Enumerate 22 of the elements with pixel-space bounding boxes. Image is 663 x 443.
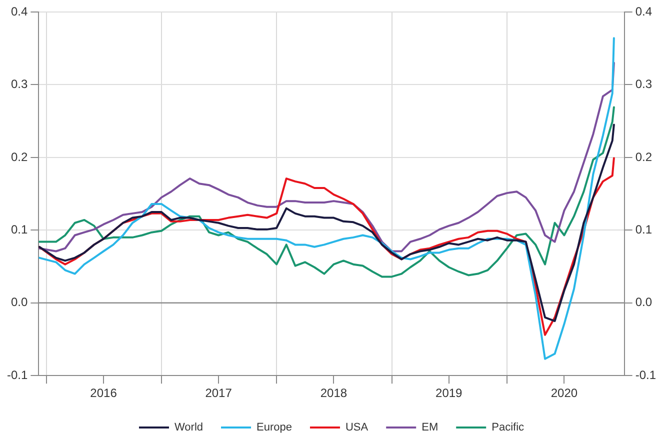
x-tick-label: 2016: [90, 386, 118, 400]
y-tick-label: 0.1: [10, 222, 28, 236]
y2-tick-label: 0.2: [635, 150, 652, 164]
legend-label: Pacific: [492, 422, 525, 434]
y-tick-label: -0.1: [6, 368, 28, 382]
y2-tick-label: 0.3: [635, 77, 652, 92]
y-tick-label: 0.3: [10, 77, 28, 92]
y2-tick-label: 0.1: [635, 222, 652, 236]
legend-label: World: [174, 422, 204, 434]
legend-label: EM: [422, 422, 438, 434]
y-tick-label: 0.4: [10, 4, 28, 18]
x-tick-label: 2017: [205, 386, 232, 400]
y2-tick-label: 0.4: [635, 4, 652, 18]
x-tick-label: 2018: [320, 386, 348, 400]
y-tick-label: 0.2: [10, 150, 28, 164]
x-tick-label: 2019: [436, 386, 463, 400]
x-tick-label: 2020: [550, 386, 578, 400]
legend-label: USA: [345, 422, 369, 434]
y-tick-label: 0.0: [10, 295, 28, 310]
y2-tick-label: -0.1: [635, 368, 656, 382]
y2-tick-label: 0.0: [635, 295, 652, 310]
legend-label: Europe: [256, 422, 292, 434]
